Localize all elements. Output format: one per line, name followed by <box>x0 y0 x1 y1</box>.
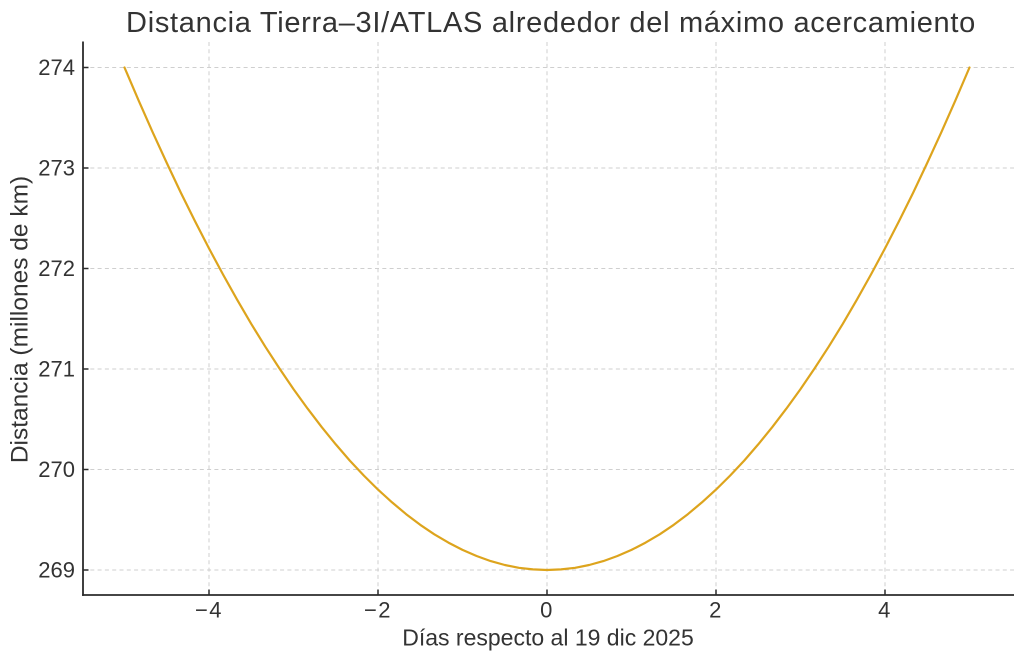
svg-text:274: 274 <box>38 55 75 80</box>
svg-text:4: 4 <box>878 598 892 623</box>
svg-text:0: 0 <box>540 598 554 623</box>
svg-text:272: 272 <box>38 256 75 281</box>
svg-text:Días respecto al 19 dic 2025: Días respecto al 19 dic 2025 <box>402 625 694 651</box>
svg-text:2: 2 <box>709 598 723 623</box>
svg-text:−4: −4 <box>195 598 223 623</box>
svg-text:271: 271 <box>38 357 75 382</box>
svg-text:Distancia (millones de km): Distancia (millones de km) <box>7 176 34 463</box>
svg-text:−2: −2 <box>364 598 392 623</box>
svg-text:270: 270 <box>38 457 75 482</box>
svg-text:273: 273 <box>38 156 75 181</box>
svg-text:269: 269 <box>38 558 75 583</box>
svg-text:Distancia Tierra–3I/ATLAS alre: Distancia Tierra–3I/ATLAS alrededor del … <box>126 7 976 39</box>
